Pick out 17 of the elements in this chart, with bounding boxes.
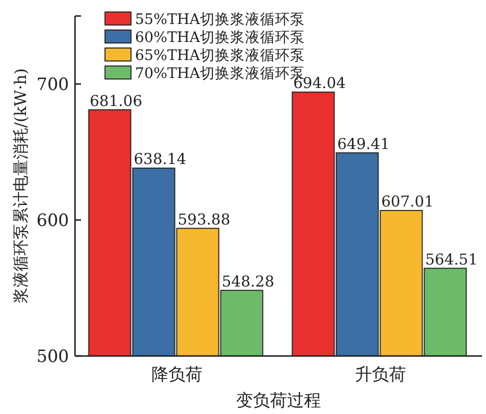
- y-tick-label: 500: [36, 347, 69, 367]
- y-tick-label: 600: [36, 211, 69, 231]
- x-tick-label: 升负荷: [354, 365, 406, 385]
- y-tick-label: 700: [36, 75, 69, 95]
- legend-label: 65%THA切换浆液循环泵: [135, 47, 306, 64]
- data-label: 649.41: [337, 134, 390, 153]
- data-label: 681.06: [90, 92, 142, 110]
- legend-label: 60%THA切换浆液循环泵: [135, 29, 306, 46]
- legend-label: 55%THA切换浆液循环泵: [135, 11, 306, 28]
- x-tick-label: 降负荷: [151, 365, 202, 385]
- y-axis-title: 浆液循环泵累计电量消耗/(kW·h): [11, 68, 30, 304]
- data-label: 548.28: [222, 272, 274, 290]
- data-label: 607.01: [381, 192, 434, 210]
- data-label: 593.88: [178, 210, 230, 228]
- data-label: 564.51: [425, 250, 478, 268]
- x-axis-title: 变负荷过程: [236, 391, 321, 411]
- data-label: 638.14: [134, 150, 186, 168]
